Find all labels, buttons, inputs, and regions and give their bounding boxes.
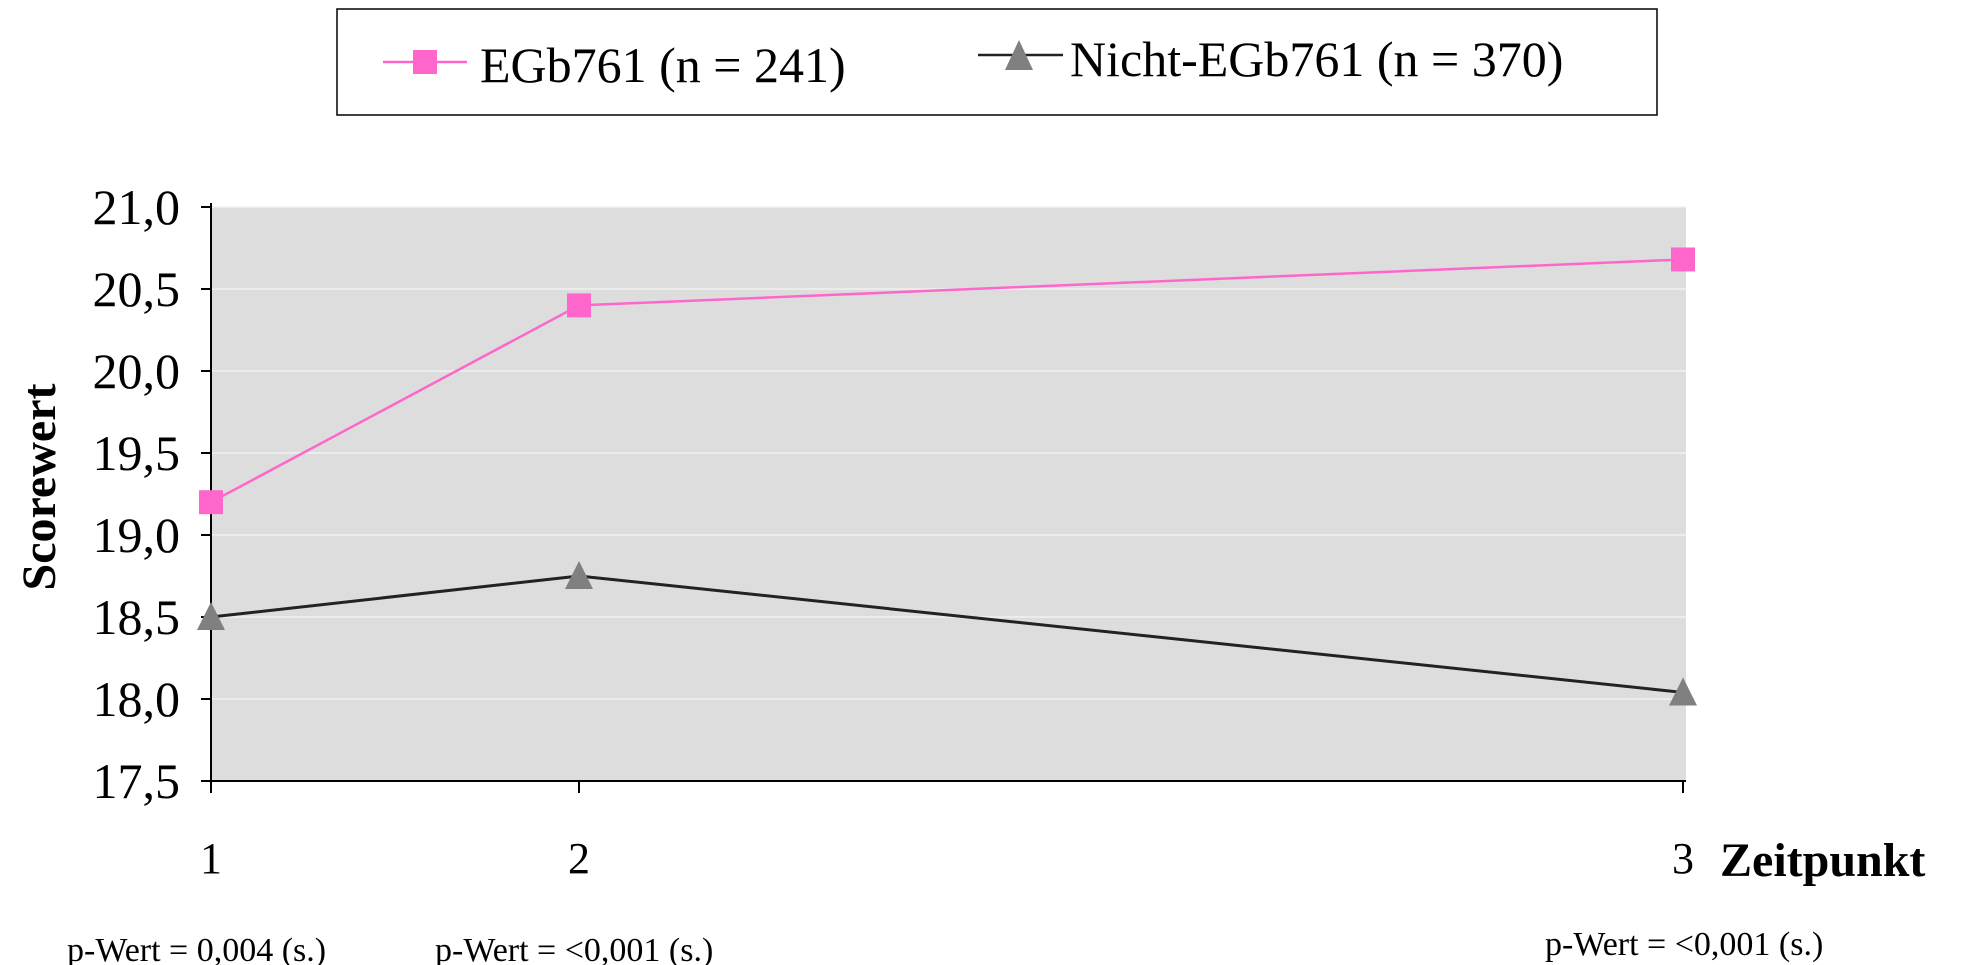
- legend-label-nicht-egb761: Nicht-EGb761 (n = 370): [1070, 31, 1563, 87]
- legend-item-egb761: EGb761 (n = 241): [383, 37, 846, 93]
- y-tick-label: 19,5: [93, 425, 181, 481]
- legend-item-nicht-egb761: Nicht-EGb761 (n = 370): [978, 31, 1563, 87]
- legend-marker-triangle-icon: [1005, 40, 1033, 70]
- data-point-square-3: [1671, 247, 1695, 272]
- x-axis-title: Zeitpunkt: [1720, 834, 1925, 887]
- legend: EGb761 (n = 241) Nicht-EGb761 (n = 370): [336, 8, 1658, 116]
- p-value-annotation-3: p-Wert = <0,001 (s.): [1545, 926, 1823, 963]
- x-axis-ticks: 1 2 3: [200, 781, 1694, 883]
- data-point-triangle-1: [197, 602, 225, 630]
- legend-box: [336, 8, 1658, 116]
- legend-label-egb761: EGb761 (n = 241): [480, 37, 846, 93]
- data-point-triangle-2: [565, 561, 593, 589]
- y-tick-label: 20,0: [93, 343, 181, 399]
- x-tick-label: 2: [568, 834, 590, 883]
- y-tick-label: 18,0: [93, 671, 181, 727]
- p-value-annotation-1: p-Wert = 0,004 (s.): [67, 932, 326, 965]
- legend-marker-square-icon: [413, 50, 437, 74]
- y-tick-label: 21,0: [93, 179, 181, 235]
- y-tick-label: 20,5: [93, 261, 181, 317]
- p-value-annotation-2: p-Wert = <0,001 (s.): [435, 932, 713, 965]
- y-axis-title: Scorewert: [13, 383, 66, 590]
- x-tick-label: 3: [1672, 834, 1694, 883]
- data-point-triangle-3: [1669, 677, 1697, 706]
- y-axis-ticks: 17,5 18,0 18,5 19,0 19,5 20,0 20,5 21,0: [93, 179, 211, 809]
- y-tick-label: 18,5: [93, 589, 181, 645]
- data-point-square-1: [199, 490, 223, 515]
- data-point-square-2: [567, 293, 591, 318]
- y-tick-label: 19,0: [93, 507, 181, 563]
- y-tick-label: 17,5: [93, 753, 181, 809]
- x-tick-label: 1: [200, 834, 222, 883]
- plot-area: [211, 207, 1686, 781]
- series-layer: [197, 247, 1697, 706]
